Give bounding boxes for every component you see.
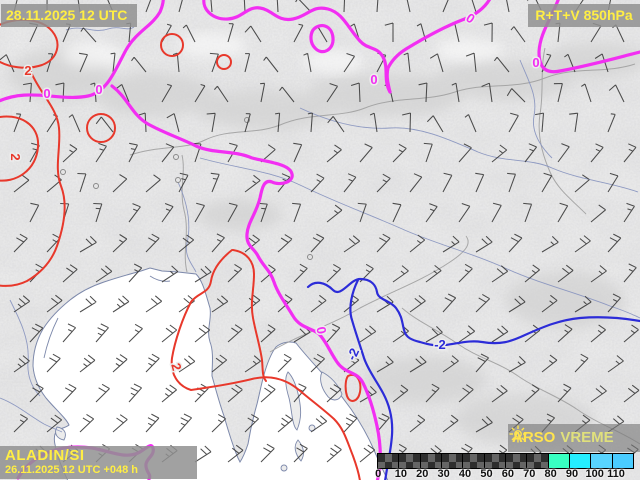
scale-tick-label: 110 [607, 468, 625, 480]
scale-tick-label: 100 [585, 468, 604, 480]
scale-tick-label: 40 [458, 468, 472, 480]
svg-text:0: 0 [43, 86, 50, 101]
station-markers [60, 117, 313, 260]
scale-cell-checker [420, 454, 442, 468]
scale-cell-color [612, 454, 633, 468]
mountain-shading [8, 42, 640, 446]
scale-cell-checker [463, 454, 485, 468]
scale-cell-checker [378, 454, 400, 468]
wind-barbs [0, 0, 640, 463]
scale-tick-label: 50 [480, 468, 493, 480]
scale-cell-color [569, 454, 592, 468]
scale-cell-checker [505, 454, 528, 468]
scale-tick-label: 90 [565, 468, 579, 480]
lagoon-lines [43, 275, 171, 359]
product-text: R+T+V 850hPa [535, 7, 633, 23]
scale-tick-labels: 0 10 20 30 40 50 60 70 80 90 100 110 [375, 468, 639, 480]
country-borders [129, 47, 640, 445]
scale-cell-color [548, 454, 570, 468]
scale-cell-checker [484, 454, 506, 468]
scale-tick-label: 10 [394, 468, 407, 480]
service-name: VREME [560, 429, 614, 447]
scale-tick-label: 60 [501, 468, 514, 480]
scale-tick-label: 30 [437, 468, 450, 480]
scale-tick-label: 70 [523, 468, 536, 480]
isotherms-minus2 [306, 277, 640, 480]
contour-labels: 2 2 2 0 0 0 0 0 0 -2 -2 [7, 9, 542, 374]
scale-cell-checker [527, 454, 549, 468]
sun-snowflake-icon [509, 425, 527, 443]
scale-cell-checker [441, 454, 464, 468]
svg-text:0: 0 [370, 72, 377, 87]
scale-cell-checker [399, 454, 421, 468]
svg-text:-2: -2 [434, 337, 446, 352]
valid-time-text: 28.11.2025 12 UTC [6, 7, 128, 23]
svg-text:0: 0 [95, 82, 102, 97]
svg-text:0: 0 [532, 55, 539, 70]
agency-name: ARSO [512, 429, 556, 447]
precip-humidity-scale [377, 453, 634, 469]
valid-time-label: 28.11.2025 12 UTC [1, 4, 137, 27]
model-name: ALADIN/SI [5, 447, 85, 464]
svg-text:2: 2 [24, 63, 31, 78]
scale-tick-label: 80 [544, 468, 557, 480]
model-info-box: ALADIN/SI 26.11.2025 12 UTC +048 h [0, 446, 197, 479]
svg-text:2: 2 [8, 153, 23, 160]
scale-tick-label: 20 [416, 468, 429, 480]
scale-tick-label: 0 [375, 468, 382, 480]
scale-cell-color [591, 454, 613, 468]
model-run-info: 26.11.2025 12 UTC +048 h [5, 463, 139, 476]
arso-vreme-badge: ARSO VREME [508, 424, 640, 452]
product-label: R+T+V 850hPa [528, 4, 640, 27]
rivers [0, 26, 640, 433]
